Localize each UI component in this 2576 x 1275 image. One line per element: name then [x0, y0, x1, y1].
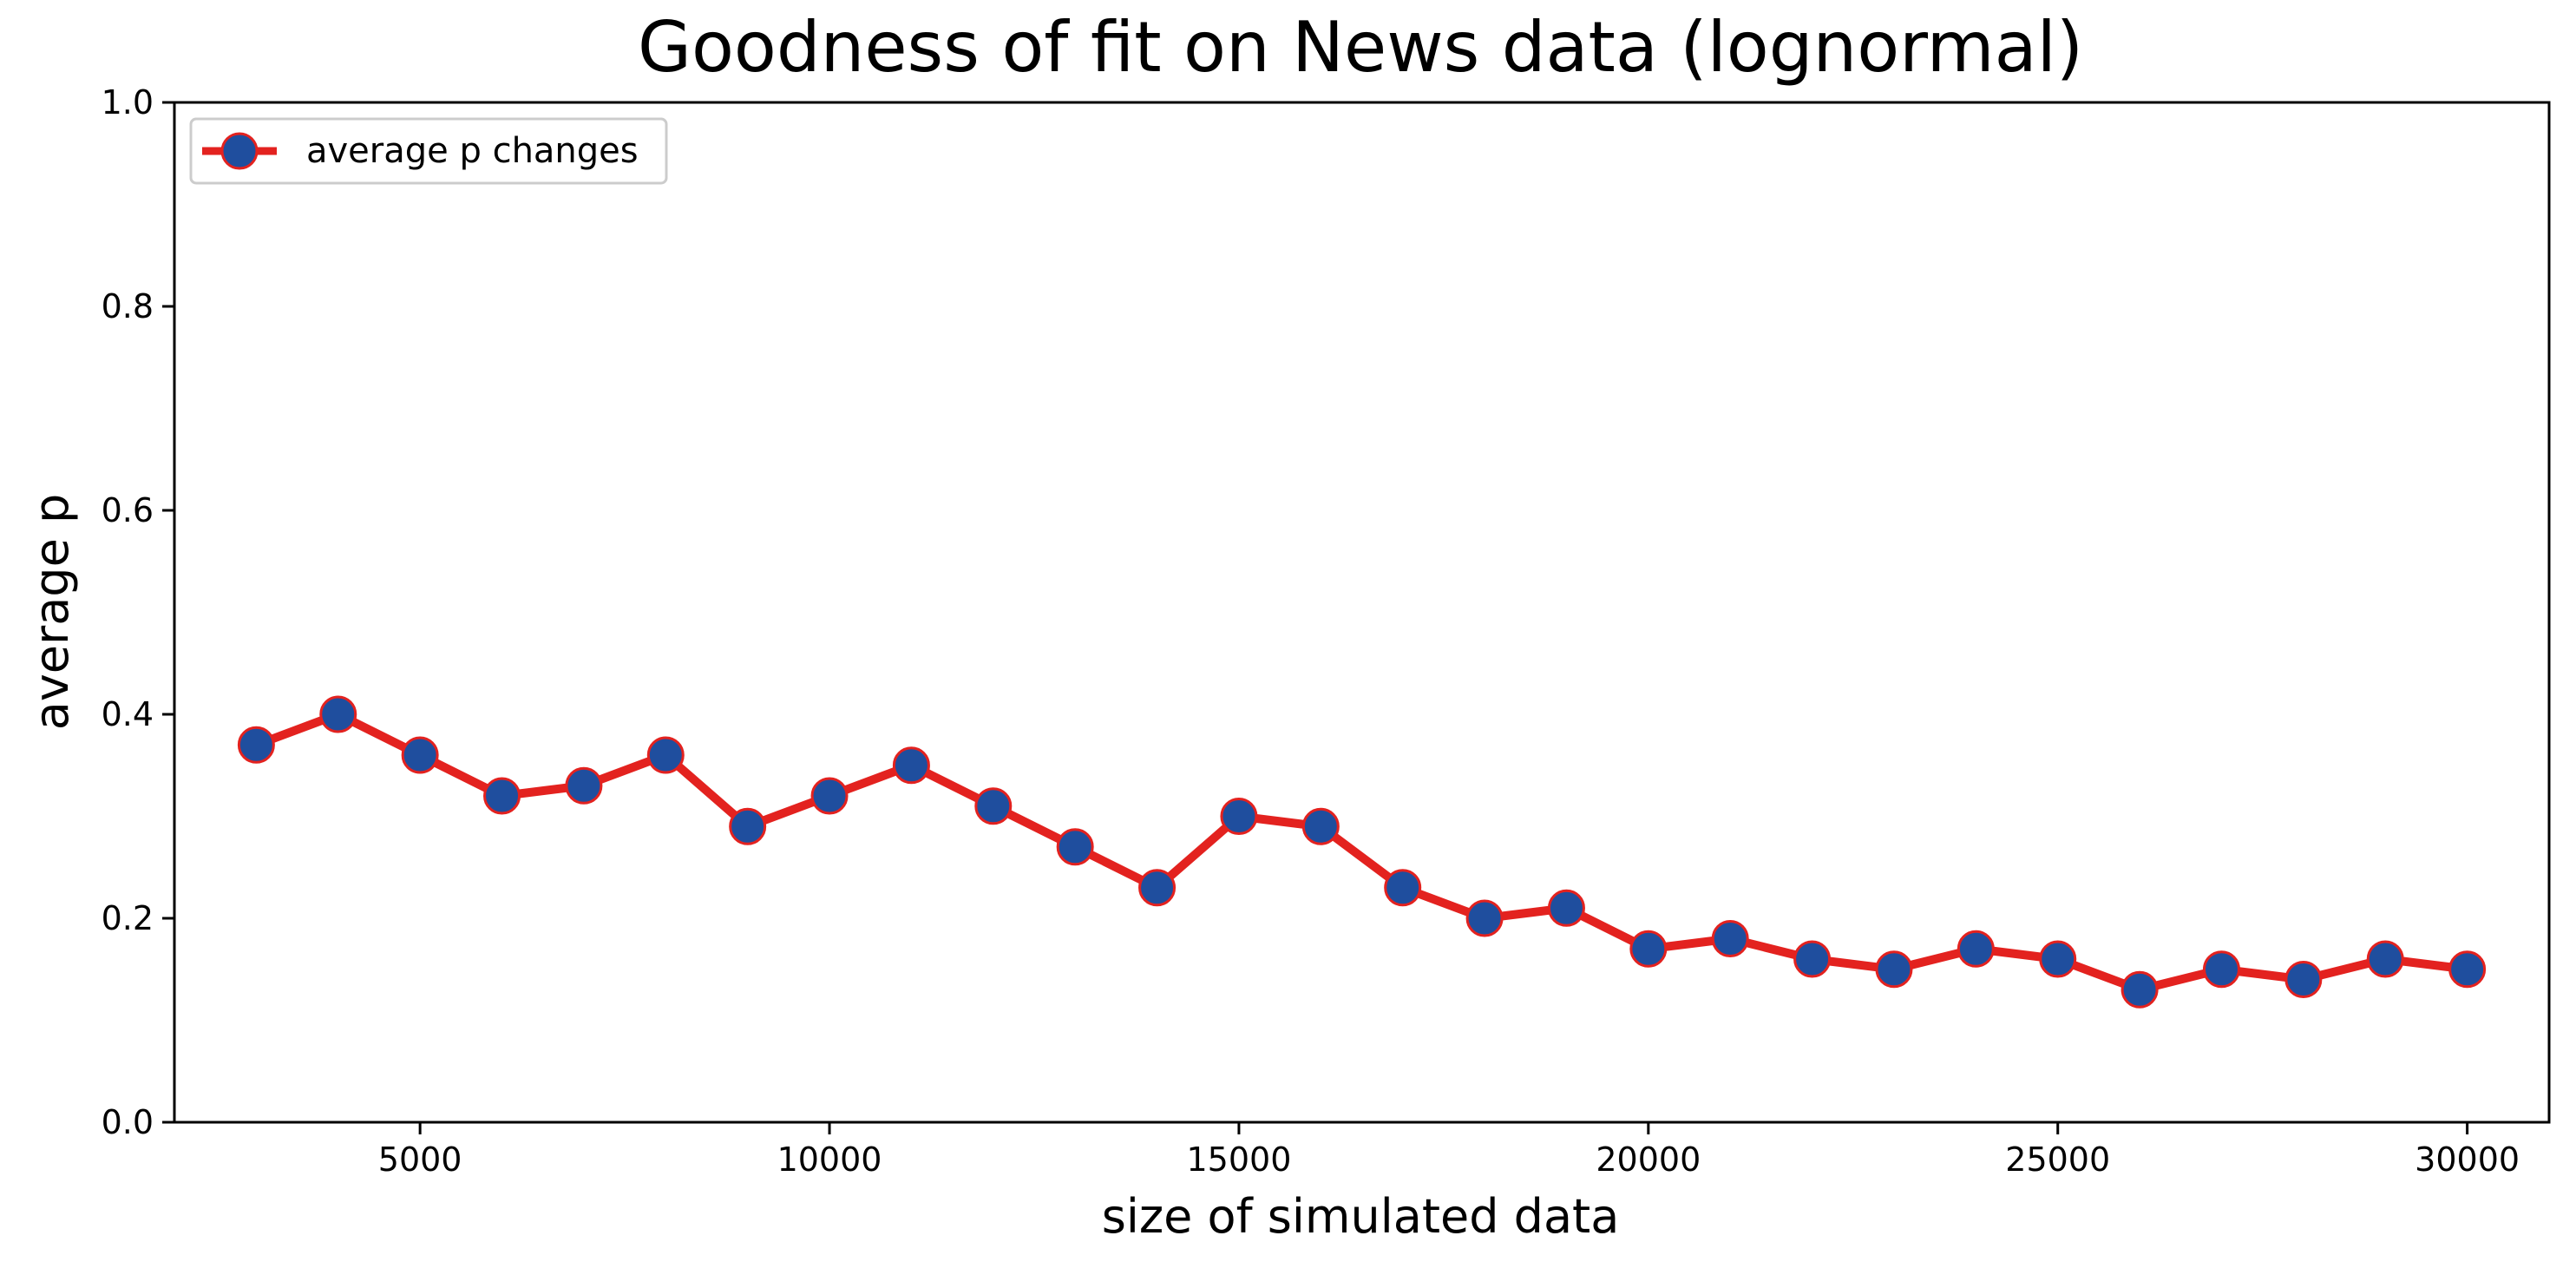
x-axis-ticks: 5000 10000 15000 20000 25000 30000 — [378, 1122, 2520, 1179]
x-tick-label: 25000 — [2005, 1140, 2110, 1179]
data-point — [1301, 807, 1340, 845]
data-point — [974, 787, 1013, 825]
data-point — [1547, 889, 1585, 927]
data-point — [2120, 970, 2159, 1009]
series-line — [252, 710, 2472, 995]
y-tick-label: 0.8 — [102, 287, 154, 325]
y-tick-label: 0.0 — [102, 1103, 154, 1141]
data-point — [646, 736, 685, 774]
data-point — [1793, 940, 1832, 978]
data-point — [565, 766, 603, 805]
x-tick-label: 20000 — [1596, 1140, 1701, 1179]
data-point — [401, 736, 439, 774]
data-point — [1384, 869, 1422, 907]
data-point — [810, 777, 849, 815]
data-point — [892, 746, 930, 785]
legend: average p changes — [189, 117, 668, 185]
x-tick-label: 15000 — [1186, 1140, 1291, 1179]
data-point — [1875, 950, 1913, 989]
data-point — [2366, 940, 2404, 978]
data-point — [729, 807, 767, 845]
plot-area — [173, 101, 2551, 1124]
data-point — [1465, 899, 1504, 937]
data-point — [2284, 961, 2323, 998]
legend-box — [189, 117, 668, 185]
x-tick-label: 10000 — [777, 1140, 882, 1179]
data-point — [1056, 828, 1094, 866]
legend-label: average p changes — [306, 131, 639, 171]
data-point — [319, 695, 357, 733]
data-point — [483, 777, 521, 815]
data-point — [1711, 920, 1749, 957]
data-point — [1138, 869, 1177, 907]
series-layer — [237, 695, 2487, 1009]
y-axis-label: average p — [24, 494, 79, 731]
plot-frame — [173, 101, 2551, 1124]
data-point — [1957, 930, 1995, 968]
data-point — [2448, 950, 2487, 989]
data-point — [1629, 930, 1668, 968]
y-tick-label: 1.0 — [102, 83, 154, 122]
data-point — [2202, 950, 2240, 989]
data-point — [237, 726, 275, 764]
x-tick-label: 30000 — [2415, 1140, 2520, 1179]
y-axis-ticks: 0.0 0.2 0.4 0.6 0.8 1.0 — [102, 83, 174, 1141]
y-tick-label: 0.2 — [102, 899, 154, 937]
y-tick-label: 0.4 — [102, 695, 154, 733]
data-point — [2039, 940, 2077, 978]
y-tick-label: 0.6 — [102, 491, 154, 529]
x-axis-label: size of simulated data — [1102, 1189, 1620, 1244]
legend-marker-swatch — [220, 132, 259, 170]
x-tick-label: 5000 — [378, 1140, 462, 1179]
data-point — [1220, 798, 1258, 835]
chart-title: Goodness of fit on News data (lognormal) — [638, 7, 2083, 88]
